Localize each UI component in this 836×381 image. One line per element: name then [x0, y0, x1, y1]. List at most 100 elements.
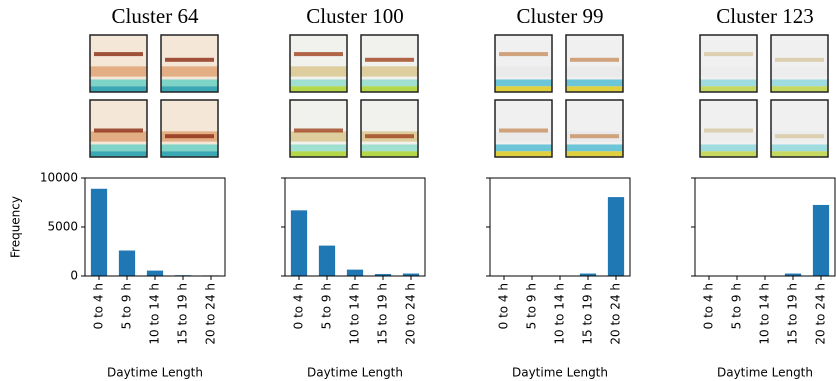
bar — [813, 205, 829, 276]
thumbnail-band — [495, 66, 552, 76]
x-tick-label: 5 to 9 h — [320, 283, 334, 329]
thumbnail-band — [566, 79, 623, 86]
thumbnail-band — [771, 79, 828, 86]
x-tick-label: 10 to 14 h — [348, 283, 362, 345]
thumbnail-band — [365, 58, 414, 62]
thumbnail-band — [700, 66, 757, 76]
thumbnail-band — [94, 52, 143, 56]
thumbnail-band — [90, 79, 147, 86]
x-tick-label: 10 to 14 h — [553, 283, 567, 345]
thumbnail-band — [361, 144, 418, 151]
thumbnail-band — [566, 86, 623, 92]
x-tick-label: 0 to 4 h — [702, 283, 716, 329]
x-axis-label: Daytime Length — [512, 366, 608, 380]
thumbnail-band — [495, 79, 552, 86]
thumbnail-band — [700, 144, 757, 151]
bar — [91, 189, 107, 276]
thumbnail-band — [704, 52, 753, 56]
figure: Cluster 64 0 5000 10000 Frequency 0 to 4 h 5 t… — [0, 0, 836, 381]
y-axis-label: Frequency — [9, 196, 23, 258]
thumbnail-band — [90, 144, 147, 151]
thumbnail-band — [570, 134, 619, 138]
thumbnail-band — [161, 66, 218, 76]
x-tick-label: 15 to 19 h — [581, 283, 595, 345]
thumbnail-band — [499, 52, 548, 56]
thumbnail-band — [495, 151, 552, 157]
thumbnail-band — [90, 131, 147, 141]
thumbnail-band — [566, 66, 623, 76]
thumbnail-band — [771, 144, 828, 151]
x-tick-label: 5 to 9 h — [120, 283, 134, 329]
x-axis-label: Daytime Length — [307, 366, 403, 380]
x-tick-label: 15 to 19 h — [786, 283, 800, 345]
x-tick-label: 20 to 24 h — [404, 283, 418, 345]
thumbnail-band — [771, 151, 828, 157]
thumbnail-band — [290, 66, 347, 76]
thumbnail-band — [90, 86, 147, 92]
x-tick-label: 15 to 19 h — [176, 283, 190, 345]
thumbnail-band — [361, 66, 418, 76]
x-tick-label: 10 to 14 h — [148, 283, 162, 345]
thumbnail-band — [161, 79, 218, 86]
thumbnail-band — [495, 86, 552, 92]
bar — [147, 271, 163, 276]
panel-title: Cluster 64 — [112, 4, 199, 28]
thumbnail-band — [775, 58, 824, 62]
bar — [347, 270, 363, 276]
thumbnail-band — [294, 129, 343, 133]
panel-title: Cluster 123 — [716, 4, 813, 28]
x-tick-label: 20 to 24 h — [609, 283, 623, 345]
x-tick-label: 5 to 9 h — [730, 283, 744, 329]
bar — [319, 246, 335, 276]
thumbnail-band — [495, 144, 552, 151]
thumbnail-band — [700, 151, 757, 157]
thumbnail-band — [290, 131, 347, 141]
thumbnail-band — [566, 144, 623, 151]
x-tick-label: 10 to 14 h — [758, 283, 772, 345]
thumbnail-band — [771, 66, 828, 76]
x-tick-label: 5 to 9 h — [525, 283, 539, 329]
thumbnail-band — [365, 134, 414, 138]
thumbnail-band — [290, 79, 347, 86]
x-tick-label: 0 to 4 h — [497, 283, 511, 329]
thumbnail-band — [361, 86, 418, 92]
bar — [291, 210, 307, 276]
thumbnail-band — [165, 58, 214, 62]
thumbnail-band — [290, 144, 347, 151]
thumbnail-band — [161, 144, 218, 151]
bar — [608, 197, 624, 276]
thumbnail-band — [700, 86, 757, 92]
x-axis-label: Daytime Length — [107, 366, 203, 380]
thumbnail-band — [566, 151, 623, 157]
thumbnail-band — [94, 129, 143, 133]
thumbnail-band — [771, 86, 828, 92]
thumbnail-band — [361, 79, 418, 86]
thumbnail-band — [165, 134, 214, 138]
y-tick-label: 5000 — [47, 220, 78, 234]
panel-title: Cluster 99 — [517, 4, 604, 28]
x-tick-label: 0 to 4 h — [92, 283, 106, 329]
thumbnail-band — [161, 86, 218, 92]
x-tick-label: 20 to 24 h — [814, 283, 828, 345]
thumbnail-band — [290, 151, 347, 157]
thumbnail-band — [90, 66, 147, 76]
thumbnail-band — [361, 151, 418, 157]
thumbnail-band — [290, 86, 347, 92]
thumbnail-band — [700, 79, 757, 86]
bar — [119, 251, 135, 276]
y-tick-label: 0 — [70, 269, 78, 283]
thumbnail-band — [570, 58, 619, 62]
y-tick-label: 10000 — [40, 171, 78, 185]
thumbnail-band — [499, 129, 548, 133]
thumbnail-band — [700, 131, 757, 141]
x-axis-label: Daytime Length — [717, 366, 813, 380]
thumbnail-band — [90, 151, 147, 157]
thumbnail-band — [294, 52, 343, 56]
x-tick-label: 0 to 4 h — [292, 283, 306, 329]
panel-title: Cluster 100 — [306, 4, 403, 28]
thumbnail-band — [704, 129, 753, 133]
x-tick-label: 15 to 19 h — [376, 283, 390, 345]
thumbnail-band — [775, 134, 824, 138]
thumbnail-band — [161, 151, 218, 157]
x-tick-label: 20 to 24 h — [204, 283, 218, 345]
